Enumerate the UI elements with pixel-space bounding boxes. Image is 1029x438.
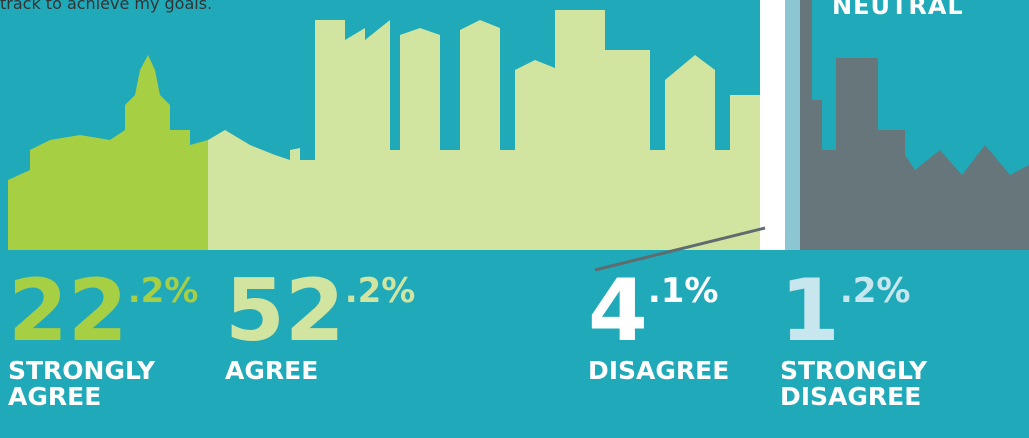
infographic: track to achieve my goals. NEUTRAL 22.2%… bbox=[0, 0, 1029, 438]
stat-whole: 22 bbox=[8, 261, 128, 361]
neutral-label: NEUTRAL bbox=[832, 0, 964, 20]
stat-number: 22.2% bbox=[8, 268, 208, 354]
neutral-column bbox=[785, 0, 800, 250]
stat-whole: 1 bbox=[780, 261, 840, 361]
stat-whole: 4 bbox=[588, 261, 648, 361]
stat-label: DISAGREE bbox=[588, 358, 778, 384]
agree-skyline bbox=[208, 10, 760, 250]
stat-decimal: .2% bbox=[345, 271, 416, 311]
stat: 22.2%STRONGLY AGREE bbox=[8, 268, 208, 410]
stat-number: 1.2% bbox=[780, 268, 980, 354]
stat: 52.2% AGREE bbox=[225, 268, 425, 384]
intro-text: track to achieve my goals. bbox=[0, 0, 212, 13]
stat-number: 4.1% bbox=[588, 268, 778, 354]
stat-decimal: .2% bbox=[840, 271, 911, 311]
stat-decimal: .1% bbox=[648, 271, 719, 311]
stat-decimal: .2% bbox=[128, 271, 199, 311]
stat-number: 52.2% bbox=[225, 268, 425, 354]
stat-label: AGREE bbox=[225, 358, 425, 384]
strongly-agree-skyline bbox=[8, 55, 208, 250]
disagree-skyline bbox=[800, 0, 1029, 250]
stat-whole: 52 bbox=[225, 261, 345, 361]
stat: 4.1% DISAGREE bbox=[588, 268, 778, 384]
stat-label: STRONGLY AGREE bbox=[8, 358, 208, 410]
stat-label: STRONGLY DISAGREE bbox=[780, 358, 980, 410]
stat: 1.2%STRONGLY DISAGREE bbox=[780, 268, 980, 410]
